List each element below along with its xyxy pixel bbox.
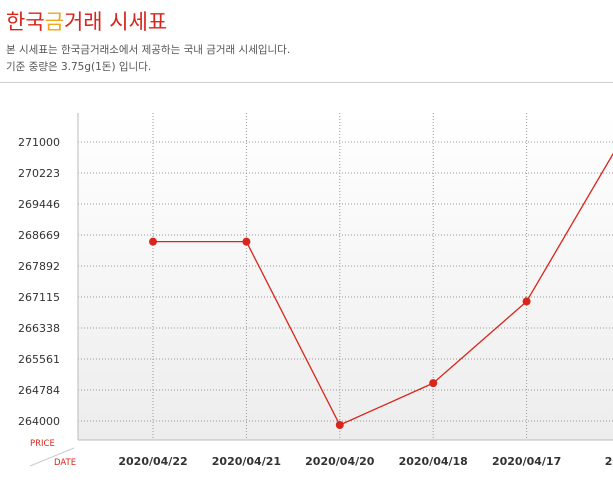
y-tick-label: 265561 (18, 353, 60, 366)
data-point[interactable] (429, 379, 438, 388)
grid-lines (78, 113, 613, 440)
y-tick-label: 267115 (18, 291, 60, 304)
page-title: 한국금거래 시세표 (6, 6, 167, 36)
x-tick-labels: 2020/04/22 2020/04/21 2020/04/20 2020/04/18… (118, 455, 613, 468)
title-highlight: 금 (44, 10, 64, 34)
y-tick-label: 264784 (18, 384, 60, 397)
y-tick-label: 264000 (18, 415, 60, 428)
title-part1: 한국 (6, 10, 45, 34)
price-line (153, 152, 613, 426)
axis-corner-divider (29, 447, 75, 467)
y-tick-label: 267892 (18, 260, 60, 273)
x-tick-label: 2020/04/18 (399, 455, 468, 468)
y-tick-labels: 271000 270223 269446 268669 267892 267115 2663… (18, 136, 60, 428)
header-divider (0, 82, 613, 83)
x-tick-label: 2020 (605, 455, 613, 468)
data-point[interactable] (522, 297, 531, 306)
y-tick-label: 269446 (18, 198, 60, 211)
y-tick-label: 271000 (18, 136, 60, 149)
x-tick-label: 2020/04/20 (305, 455, 375, 468)
y-tick-label: 270223 (18, 167, 60, 180)
description-line-2: 기준 중량은 3.75g(1돈) 입니다. (6, 61, 152, 73)
data-point[interactable] (242, 237, 251, 246)
description-line-1: 본 시세표는 한국금거래소에서 제공하는 국내 금거래 시세입니다. (6, 44, 291, 56)
x-axis-title: DATE (54, 458, 76, 468)
y-tick-label: 266338 (18, 322, 60, 335)
plot-area (78, 113, 613, 440)
y-tick-label: 268669 (18, 229, 60, 242)
title-part3: 거래 시세표 (63, 10, 168, 34)
data-point[interactable] (335, 420, 344, 429)
x-tick-label: 2020/04/17 (492, 455, 561, 468)
x-tick-label: 2020/04/22 (118, 455, 187, 468)
data-point[interactable] (149, 237, 157, 246)
price-series (149, 152, 613, 429)
x-tick-label: 2020/04/21 (212, 455, 281, 468)
y-axis-title: PRICE (30, 439, 55, 449)
